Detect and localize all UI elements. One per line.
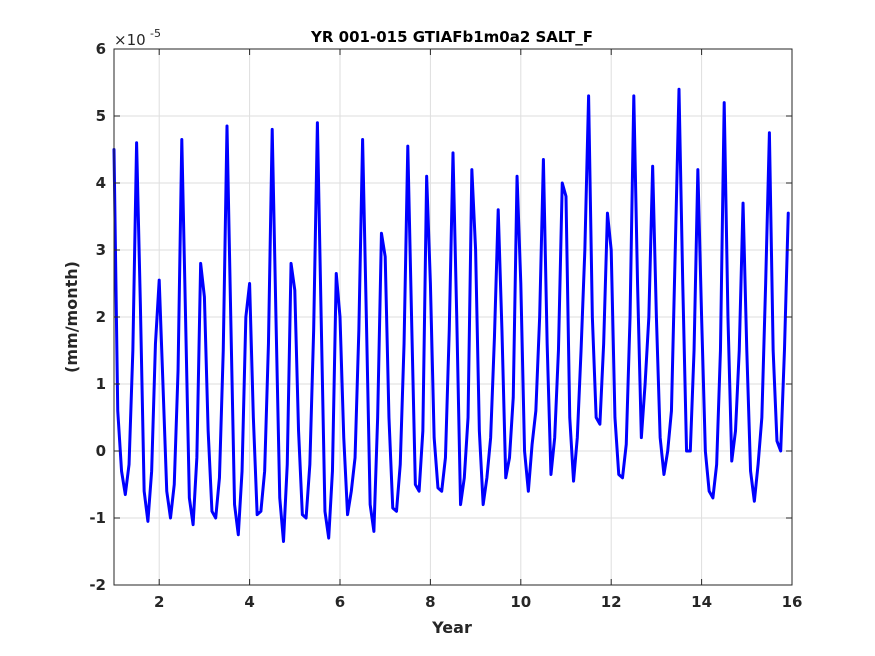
x-tick-label: 16 bbox=[782, 593, 803, 611]
y-tick-label: 1 bbox=[96, 375, 106, 393]
x-tick-label: 4 bbox=[244, 593, 254, 611]
x-tick-label: 2 bbox=[154, 593, 164, 611]
y-tick-label: -1 bbox=[89, 509, 106, 527]
x-tick-label: 8 bbox=[425, 593, 435, 611]
y-tick-label: 6 bbox=[96, 40, 106, 58]
y-tick-label: 4 bbox=[96, 174, 106, 192]
chart-series-group bbox=[112, 87, 790, 543]
series-line-0 bbox=[112, 87, 790, 543]
y-tick-label: 5 bbox=[96, 107, 106, 125]
x-tick-label: 12 bbox=[601, 593, 622, 611]
y-exponent-base: ×10 bbox=[114, 31, 146, 49]
y-tick-label: 3 bbox=[96, 241, 106, 259]
y-tick-label: 2 bbox=[96, 308, 106, 326]
y-tick-label: -2 bbox=[89, 576, 106, 594]
y-exponent-power: -5 bbox=[150, 27, 161, 40]
x-tick-label: 10 bbox=[510, 593, 531, 611]
chart-title: YR 001-015 GTIAFb1m0a2 SALT_F bbox=[310, 28, 593, 46]
y-axis-title: (mm/month) bbox=[62, 261, 81, 373]
x-axis-title: Year bbox=[431, 618, 472, 637]
axis-ticks bbox=[114, 48, 793, 586]
x-tick-label: 6 bbox=[335, 593, 345, 611]
y-tick-label: 0 bbox=[96, 442, 106, 460]
x-tick-label: 14 bbox=[691, 593, 712, 611]
y-axis-exponent: ×10 -5 bbox=[114, 27, 161, 49]
